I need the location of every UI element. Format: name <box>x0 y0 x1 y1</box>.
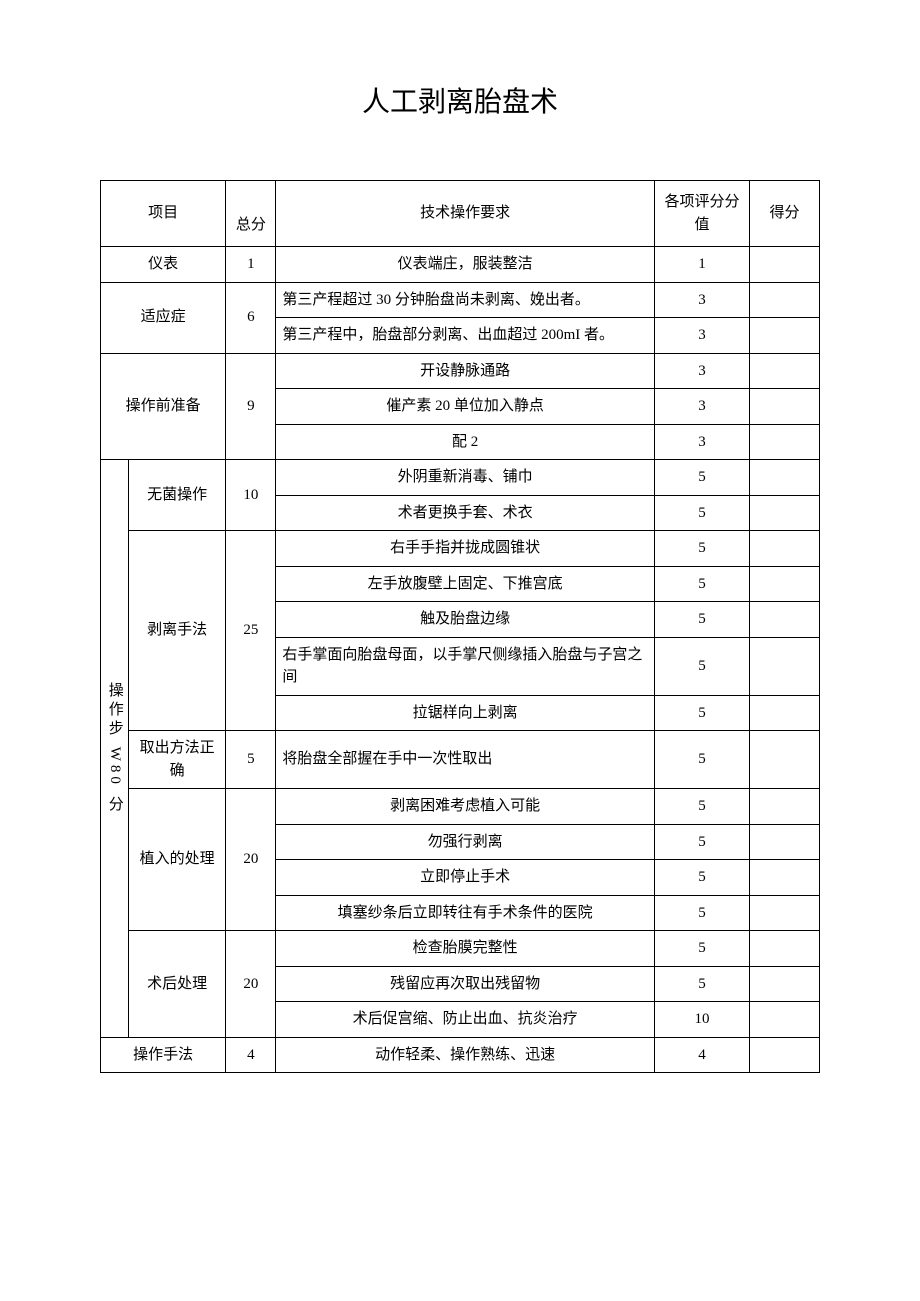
row-sterile-total: 10 <box>226 460 276 531</box>
row-separation-r3-get <box>750 602 820 638</box>
row-separation-r4-req: 右手掌面向胎盘母面，以手掌尺侧缘插入胎盘与子宫之间 <box>276 637 655 695</box>
header-project: 项目 <box>101 181 226 247</box>
row-implant-r1-score: 5 <box>655 789 750 825</box>
row-appearance-score: 1 <box>655 247 750 283</box>
row-sterile-r1-score: 5 <box>655 460 750 496</box>
row-preop-r3-get <box>750 424 820 460</box>
row-technique-label: 操作手法 <box>101 1037 226 1073</box>
row-separation-r3-score: 5 <box>655 602 750 638</box>
row-separation-r4-score: 5 <box>655 637 750 695</box>
row-technique-req: 动作轻柔、操作熟练、迅速 <box>276 1037 655 1073</box>
row-preop-r1-req: 开设静脉通路 <box>276 353 655 389</box>
row-separation-r5-score: 5 <box>655 695 750 731</box>
row-appearance-label: 仪表 <box>101 247 226 283</box>
row-implant-r2-get <box>750 824 820 860</box>
row-indication-label: 适应症 <box>101 282 226 353</box>
row-implant-r3-req: 立即停止手术 <box>276 860 655 896</box>
row-sterile-r2-get <box>750 495 820 531</box>
row-postop-r3-score: 10 <box>655 1002 750 1038</box>
row-postop-r3-get <box>750 1002 820 1038</box>
row-extraction-total: 5 <box>226 731 276 789</box>
row-implant-r1-get <box>750 789 820 825</box>
row-preop-r2-get <box>750 389 820 425</box>
row-separation-total: 25 <box>226 531 276 731</box>
header-total: 总分 <box>226 181 276 247</box>
row-preop-label: 操作前准备 <box>101 353 226 460</box>
row-preop-total: 9 <box>226 353 276 460</box>
row-appearance-total: 1 <box>226 247 276 283</box>
row-preop-r3-req: 配 2 <box>276 424 655 460</box>
row-separation-r3-req: 触及胎盘边缘 <box>276 602 655 638</box>
row-postop-label: 术后处理 <box>129 931 226 1038</box>
header-score: 得分 <box>750 181 820 247</box>
row-technique-total: 4 <box>226 1037 276 1073</box>
row-indication-r2-get <box>750 318 820 354</box>
row-postop-r2-get <box>750 966 820 1002</box>
row-preop-r2-req: 催产素 20 单位加入静点 <box>276 389 655 425</box>
row-extraction-r1-req: 将胎盘全部握在手中一次性取出 <box>276 731 655 789</box>
row-sterile-r2-req: 术者更换手套、术衣 <box>276 495 655 531</box>
row-postop-r2-req: 残留应再次取出残留物 <box>276 966 655 1002</box>
row-indication-total: 6 <box>226 282 276 353</box>
row-extraction-r1-get <box>750 731 820 789</box>
row-indication-r2-req: 第三产程中，胎盘部分剥离、出血超过 200mI 者。 <box>276 318 655 354</box>
row-implant-label: 植入的处理 <box>129 789 226 931</box>
row-sterile-label: 无菌操作 <box>129 460 226 531</box>
row-postop-r1-score: 5 <box>655 931 750 967</box>
row-separation-r5-get <box>750 695 820 731</box>
row-separation-r1-score: 5 <box>655 531 750 567</box>
header-requirement: 技术操作要求 <box>276 181 655 247</box>
row-separation-r1-req: 右手手指并拢成圆锥状 <box>276 531 655 567</box>
row-postop-r3-req: 术后促宫缩、防止出血、抗炎治疗 <box>276 1002 655 1038</box>
row-implant-r4-get <box>750 895 820 931</box>
document-title: 人工剥离胎盘术 <box>100 80 820 120</box>
row-implant-r4-req: 填塞纱条后立即转往有手术条件的医院 <box>276 895 655 931</box>
row-separation-r2-req: 左手放腹壁上固定、下推宫底 <box>276 566 655 602</box>
row-preop-r2-score: 3 <box>655 389 750 425</box>
row-indication-r1-req: 第三产程超过 30 分钟胎盘尚未剥离、娩出者。 <box>276 282 655 318</box>
row-implant-total: 20 <box>226 789 276 931</box>
row-implant-r2-score: 5 <box>655 824 750 860</box>
row-separation-r4-get <box>750 637 820 695</box>
row-appearance-req: 仪表端庄，服装整洁 <box>276 247 655 283</box>
row-implant-r4-score: 5 <box>655 895 750 931</box>
row-postop-r1-get <box>750 931 820 967</box>
row-preop-r1-get <box>750 353 820 389</box>
row-extraction-label: 取出方法正确 <box>129 731 226 789</box>
row-technique-score: 4 <box>655 1037 750 1073</box>
row-separation-r5-req: 拉锯样向上剥离 <box>276 695 655 731</box>
row-separation-r2-get <box>750 566 820 602</box>
scoring-table: 项目 总分 技术操作要求 各项评分分值 得分 仪表 1 仪表端庄，服装整洁 1 … <box>100 180 820 1073</box>
row-technique-get <box>750 1037 820 1073</box>
row-indication-r1-score: 3 <box>655 282 750 318</box>
row-appearance-get <box>750 247 820 283</box>
row-implant-r3-get <box>750 860 820 896</box>
row-indication-r2-score: 3 <box>655 318 750 354</box>
row-postop-total: 20 <box>226 931 276 1038</box>
row-implant-r3-score: 5 <box>655 860 750 896</box>
row-separation-r1-get <box>750 531 820 567</box>
row-postop-r1-req: 检查胎膜完整性 <box>276 931 655 967</box>
row-implant-r2-req: 勿强行剥离 <box>276 824 655 860</box>
row-sterile-r1-get <box>750 460 820 496</box>
row-steps-label: 操作步 W80 分 <box>101 460 129 1038</box>
row-separation-label: 剥离手法 <box>129 531 226 731</box>
header-item-score: 各项评分分值 <box>655 181 750 247</box>
row-sterile-r2-score: 5 <box>655 495 750 531</box>
row-sterile-r1-req: 外阴重新消毒、铺巾 <box>276 460 655 496</box>
row-implant-r1-req: 剥离困难考虑植入可能 <box>276 789 655 825</box>
row-indication-r1-get <box>750 282 820 318</box>
row-extraction-r1-score: 5 <box>655 731 750 789</box>
row-separation-r2-score: 5 <box>655 566 750 602</box>
row-preop-r1-score: 3 <box>655 353 750 389</box>
row-postop-r2-score: 5 <box>655 966 750 1002</box>
row-preop-r3-score: 3 <box>655 424 750 460</box>
